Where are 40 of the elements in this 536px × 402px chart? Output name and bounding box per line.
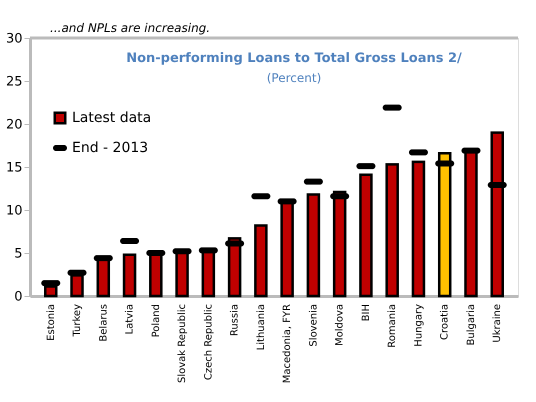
x-tick-label: Croatia: [440, 304, 451, 340]
x-tick-label: BIH: [360, 304, 372, 322]
bar: [306, 193, 320, 298]
x-tick-label: Russia: [230, 304, 241, 336]
x-tick-label: Hungary: [413, 304, 424, 347]
bar: [122, 253, 136, 298]
bar: [359, 173, 373, 298]
bar: [490, 131, 504, 298]
bar: [438, 152, 452, 298]
x-tick-label: Bulgaria: [466, 304, 477, 346]
x-tick-label: Slovenia: [308, 304, 320, 347]
text: ...and NPLs are increasing.: [50, 21, 210, 35]
x-tick-label: Lithuania: [256, 304, 267, 350]
bar: [70, 274, 84, 298]
x-tick-label: Estonia: [46, 304, 57, 341]
y-tick-label: 10: [6, 204, 22, 218]
x-tick-label: Latvia: [124, 304, 136, 334]
bar: [332, 190, 346, 298]
bar: [254, 224, 268, 298]
bar: [385, 163, 399, 298]
y-tick-label: 20: [6, 118, 22, 132]
x-tick-label: Poland: [150, 304, 162, 338]
y-tick-label: 0: [14, 290, 22, 304]
bar: [412, 160, 426, 298]
x-tick-label: Moldova: [334, 304, 346, 346]
y-tick-label: 30: [6, 32, 22, 46]
x-tick-label: Macedonia, FYR: [282, 304, 294, 384]
text: Non-performing Loans to Total Gross Loans 2/: [126, 51, 462, 66]
text: (Percent): [266, 71, 322, 85]
x-tick-label: Belarus: [98, 304, 110, 342]
y-tick-label: 15: [6, 160, 22, 176]
legend-label: Latest data: [72, 110, 152, 126]
x-tick-label: Slovak Republic: [177, 304, 188, 383]
legend-label: End - 2013: [72, 140, 148, 156]
y-tick-label: 5: [14, 246, 22, 262]
x-tick-label: Romania: [387, 304, 398, 348]
y-tick-label: 25: [6, 74, 22, 90]
x-tick-label: Czech Republic: [203, 304, 214, 380]
x-tick-label: Ukraine: [492, 304, 504, 343]
x-tick-label: Turkey: [72, 304, 84, 338]
